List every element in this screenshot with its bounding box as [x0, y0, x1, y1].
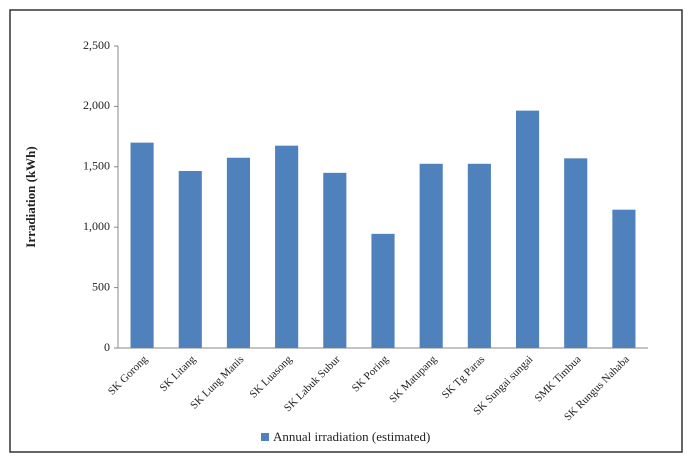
y-tick-label: 2,000: [83, 98, 110, 112]
bar: [564, 158, 588, 348]
bar: [419, 163, 443, 348]
bar: [323, 172, 347, 348]
bar: [178, 171, 202, 348]
y-axis-label: Irradiation (kWh): [23, 146, 38, 247]
y-tick-label: 500: [92, 279, 110, 293]
bar: [515, 110, 540, 349]
legend-swatch: [261, 433, 269, 441]
y-tick-label: 1,000: [83, 219, 110, 233]
y-tick-label: 0: [104, 340, 110, 354]
bar: [612, 209, 636, 348]
bar: [130, 142, 154, 348]
bar: [371, 233, 395, 348]
bar: [226, 157, 251, 348]
bar: [467, 163, 491, 348]
y-tick-label: 1,500: [83, 159, 110, 173]
y-tick-label: 2,500: [83, 38, 110, 52]
bar: [275, 145, 299, 348]
legend-label: Annual irradiation (estimated): [273, 429, 430, 444]
